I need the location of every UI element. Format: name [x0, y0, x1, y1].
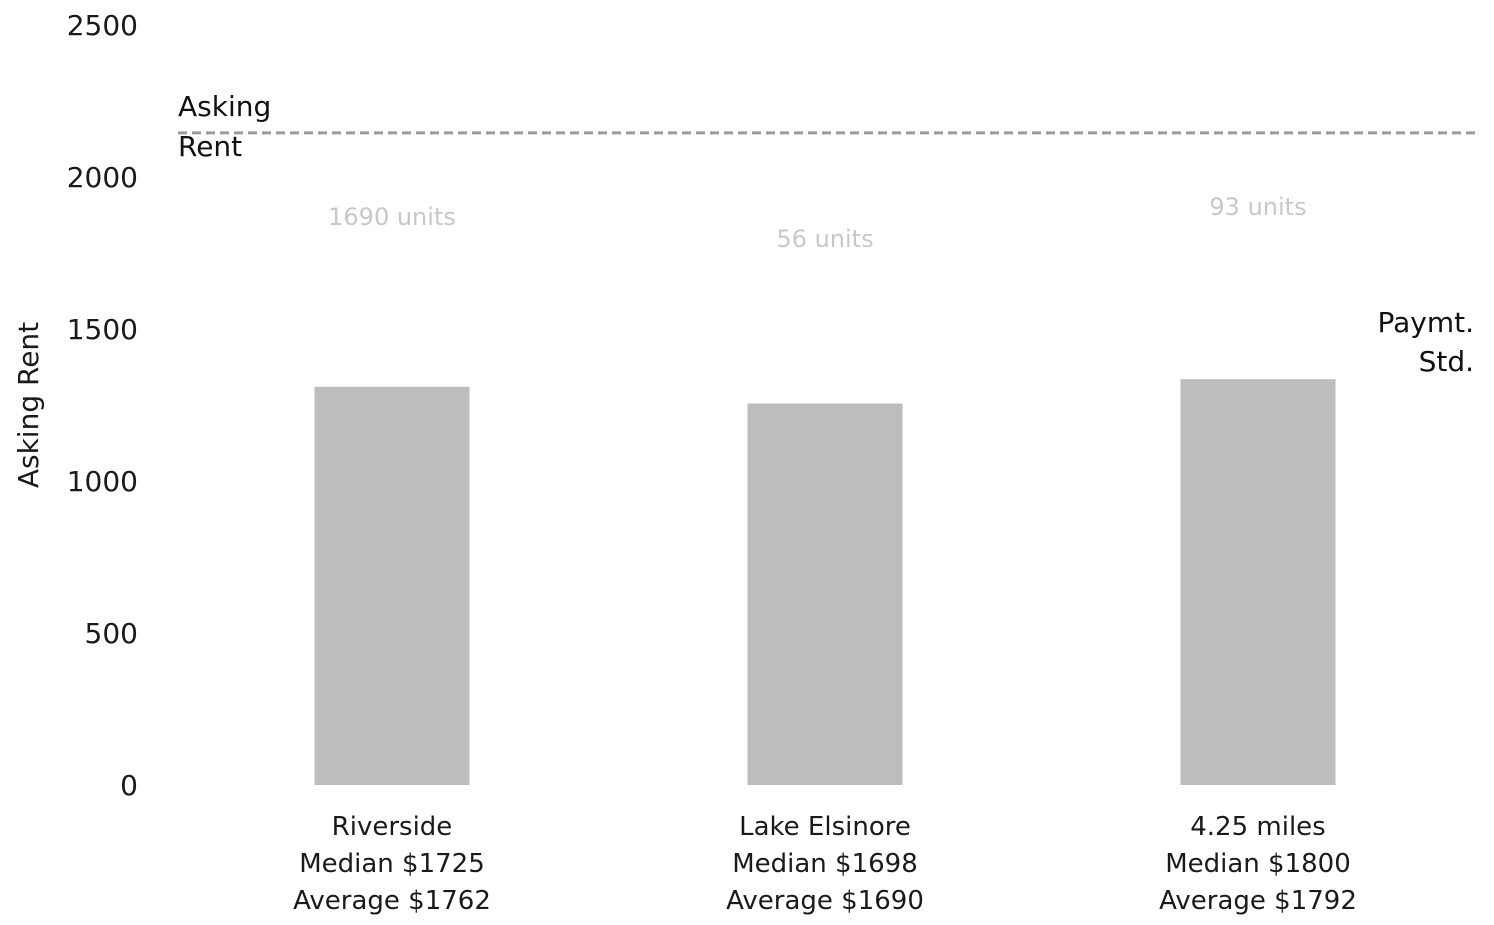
units-label: 56 units	[776, 225, 873, 253]
bar	[314, 386, 470, 785]
reference-lines: Asking Rent	[178, 90, 1478, 163]
units-labels: 1690 units 56 units 93 units	[328, 193, 1306, 253]
annotations: Paymt. Std.	[1377, 306, 1474, 378]
reference-line-label: Asking	[178, 90, 271, 123]
payment-standard-label: Std.	[1419, 345, 1474, 378]
category-label: Median $1698	[732, 849, 918, 879]
units-label: 1690 units	[328, 203, 456, 231]
y-tick-label: 500	[85, 617, 138, 650]
y-tick-label: 0	[120, 769, 138, 802]
units-label: 93 units	[1209, 193, 1306, 221]
category-label: Average $1690	[726, 886, 924, 916]
category-label: Median $1800	[1165, 849, 1351, 879]
y-axis-label: Asking Rent	[12, 322, 45, 488]
bar	[1180, 379, 1336, 785]
bar	[747, 403, 903, 785]
bars	[314, 379, 1336, 785]
payment-standard-label: Paymt.	[1377, 306, 1474, 339]
reference-line-label: Rent	[178, 130, 242, 163]
category-label: Median $1725	[299, 849, 485, 879]
y-tick-label: 1500	[67, 313, 138, 346]
category-label: 4.25 miles	[1190, 812, 1325, 842]
y-axis: 0 500 1000 1500 2000 2500	[67, 9, 138, 802]
category-labels: Riverside Median $1725 Average $1762 Lake E…	[293, 812, 1357, 916]
y-tick-label: 2000	[67, 161, 138, 194]
category-label: Average $1792	[1159, 886, 1357, 916]
y-tick-label: 2500	[67, 9, 138, 42]
y-tick-label: 1000	[67, 465, 138, 498]
category-label: Average $1762	[293, 886, 491, 916]
category-label: Riverside	[332, 812, 453, 842]
category-label: Lake Elsinore	[739, 812, 911, 842]
